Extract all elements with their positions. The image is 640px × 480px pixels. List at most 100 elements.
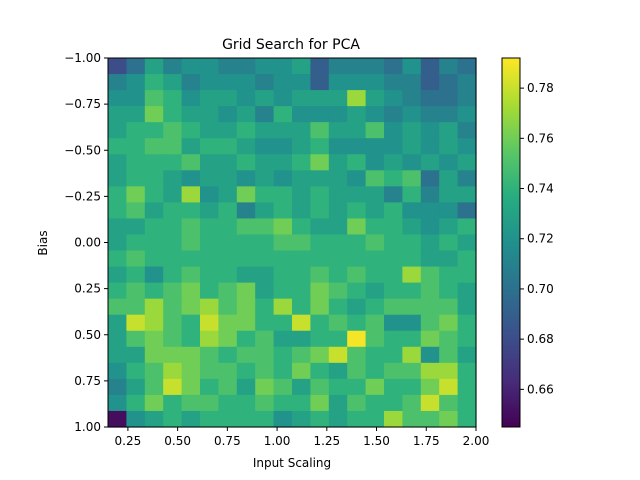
heatmap-cell xyxy=(457,314,477,332)
heatmap-cell xyxy=(181,362,201,380)
heatmap-cell xyxy=(255,234,275,252)
heatmap-cell xyxy=(255,58,275,75)
heatmap-cell xyxy=(181,106,201,123)
heatmap-cell xyxy=(402,154,422,171)
heatmap-cell xyxy=(273,58,293,75)
heatmap-cell xyxy=(144,298,164,316)
heatmap-cell xyxy=(347,202,367,220)
heatmap-cell xyxy=(420,330,440,348)
heatmap-cell xyxy=(310,378,330,396)
heatmap-cell xyxy=(144,154,164,171)
heatmap-cell xyxy=(347,138,367,155)
heatmap-cell xyxy=(163,74,183,91)
heatmap-cell xyxy=(163,154,183,171)
heatmap-cell xyxy=(200,74,219,91)
heatmap-cell xyxy=(273,74,293,91)
heatmap-cell xyxy=(144,186,164,203)
heatmap-cell xyxy=(347,362,367,380)
heatmap-cell xyxy=(292,346,311,364)
heatmap-cell xyxy=(328,234,348,252)
heatmap-cell xyxy=(292,250,311,268)
heatmap-cell xyxy=(255,74,275,91)
heatmap-cell xyxy=(181,250,201,268)
heatmap-cell xyxy=(108,202,127,220)
heatmap-cell xyxy=(236,106,256,123)
heatmap-cell xyxy=(365,330,385,348)
heatmap-cell xyxy=(384,154,403,171)
heatmap-cell xyxy=(384,250,403,268)
heatmap-cell xyxy=(420,362,440,380)
heatmap-cell xyxy=(310,122,330,139)
x-axis: 0.25 0.50 0.75 1.00 1.25 1.50 1.75 2.00 xyxy=(115,427,489,448)
heatmap-cell xyxy=(200,90,219,107)
heatmap-cell xyxy=(420,346,440,364)
heatmap-cell xyxy=(126,362,146,380)
heatmap-cell xyxy=(347,74,367,91)
heatmap-cell xyxy=(420,298,440,316)
heatmap-cell xyxy=(310,394,330,412)
heatmap-cell xyxy=(384,106,403,123)
heatmap-cell xyxy=(255,282,275,300)
heatmap-cell xyxy=(144,314,164,332)
heatmap-cell xyxy=(126,346,146,364)
heatmap-cell xyxy=(310,250,330,268)
heatmap-cell xyxy=(439,170,459,187)
heatmap-cell xyxy=(402,282,422,300)
heatmap-cell xyxy=(384,378,403,396)
heatmap-cell xyxy=(108,234,127,252)
heatmap-cell xyxy=(236,266,256,284)
heatmap-cell xyxy=(420,314,440,332)
heatmap-cell xyxy=(144,394,164,412)
heatmap-cell xyxy=(310,266,330,284)
heatmap-cell xyxy=(181,74,201,91)
heatmap-cell xyxy=(126,266,146,284)
heatmap-cell xyxy=(181,202,201,220)
heatmap-cell xyxy=(255,90,275,107)
heatmap-cell xyxy=(292,282,311,300)
heatmap-cell xyxy=(310,410,330,428)
heatmap-cell xyxy=(126,378,146,396)
heatmap-cell xyxy=(200,394,219,412)
heatmap-cell xyxy=(420,154,440,171)
heatmap-cell xyxy=(163,362,183,380)
heatmap-cell xyxy=(126,122,146,139)
heatmap-cell xyxy=(402,90,422,107)
heatmap-cell xyxy=(384,90,403,107)
y-tick-label: 0.00 xyxy=(74,236,101,250)
heatmap-cell xyxy=(328,186,348,203)
heatmap-cell xyxy=(402,138,422,155)
heatmap-cell xyxy=(236,298,256,316)
heatmap-cell xyxy=(163,298,183,316)
heatmap-cell xyxy=(439,346,459,364)
heatmap-cell xyxy=(108,378,127,396)
heatmap-cell xyxy=(402,122,422,139)
heatmap-cell xyxy=(292,330,311,348)
heatmap-cell xyxy=(310,170,330,187)
heatmap-cell xyxy=(328,298,348,316)
heatmap-cell xyxy=(310,186,330,203)
heatmap-cell xyxy=(384,74,403,91)
heatmap-cell xyxy=(347,90,367,107)
heatmap-cell xyxy=(200,362,219,380)
heatmap-cell xyxy=(163,234,183,252)
heatmap-cell xyxy=(457,298,477,316)
y-tick-label: −0.25 xyxy=(64,189,101,203)
heatmap-cell xyxy=(218,202,238,220)
heatmap-cell xyxy=(273,202,293,220)
heatmap-cell xyxy=(310,282,330,300)
heatmap-cell xyxy=(292,266,311,284)
heatmap-cell xyxy=(328,218,348,236)
x-axis-label: Input Scaling xyxy=(253,456,331,470)
heatmap-cell xyxy=(365,234,385,252)
heatmap-cell xyxy=(126,186,146,203)
heatmap-cell xyxy=(402,410,422,428)
heatmap-cell xyxy=(292,202,311,220)
heatmap-cell xyxy=(310,90,330,107)
heatmap-cell xyxy=(439,202,459,220)
colorbar-tick-label: 0.66 xyxy=(527,382,554,396)
heatmap-cell xyxy=(310,330,330,348)
heatmap-cell xyxy=(255,202,275,220)
heatmap-cell xyxy=(181,394,201,412)
heatmap-cell xyxy=(420,138,440,155)
heatmap-cell xyxy=(457,170,477,187)
